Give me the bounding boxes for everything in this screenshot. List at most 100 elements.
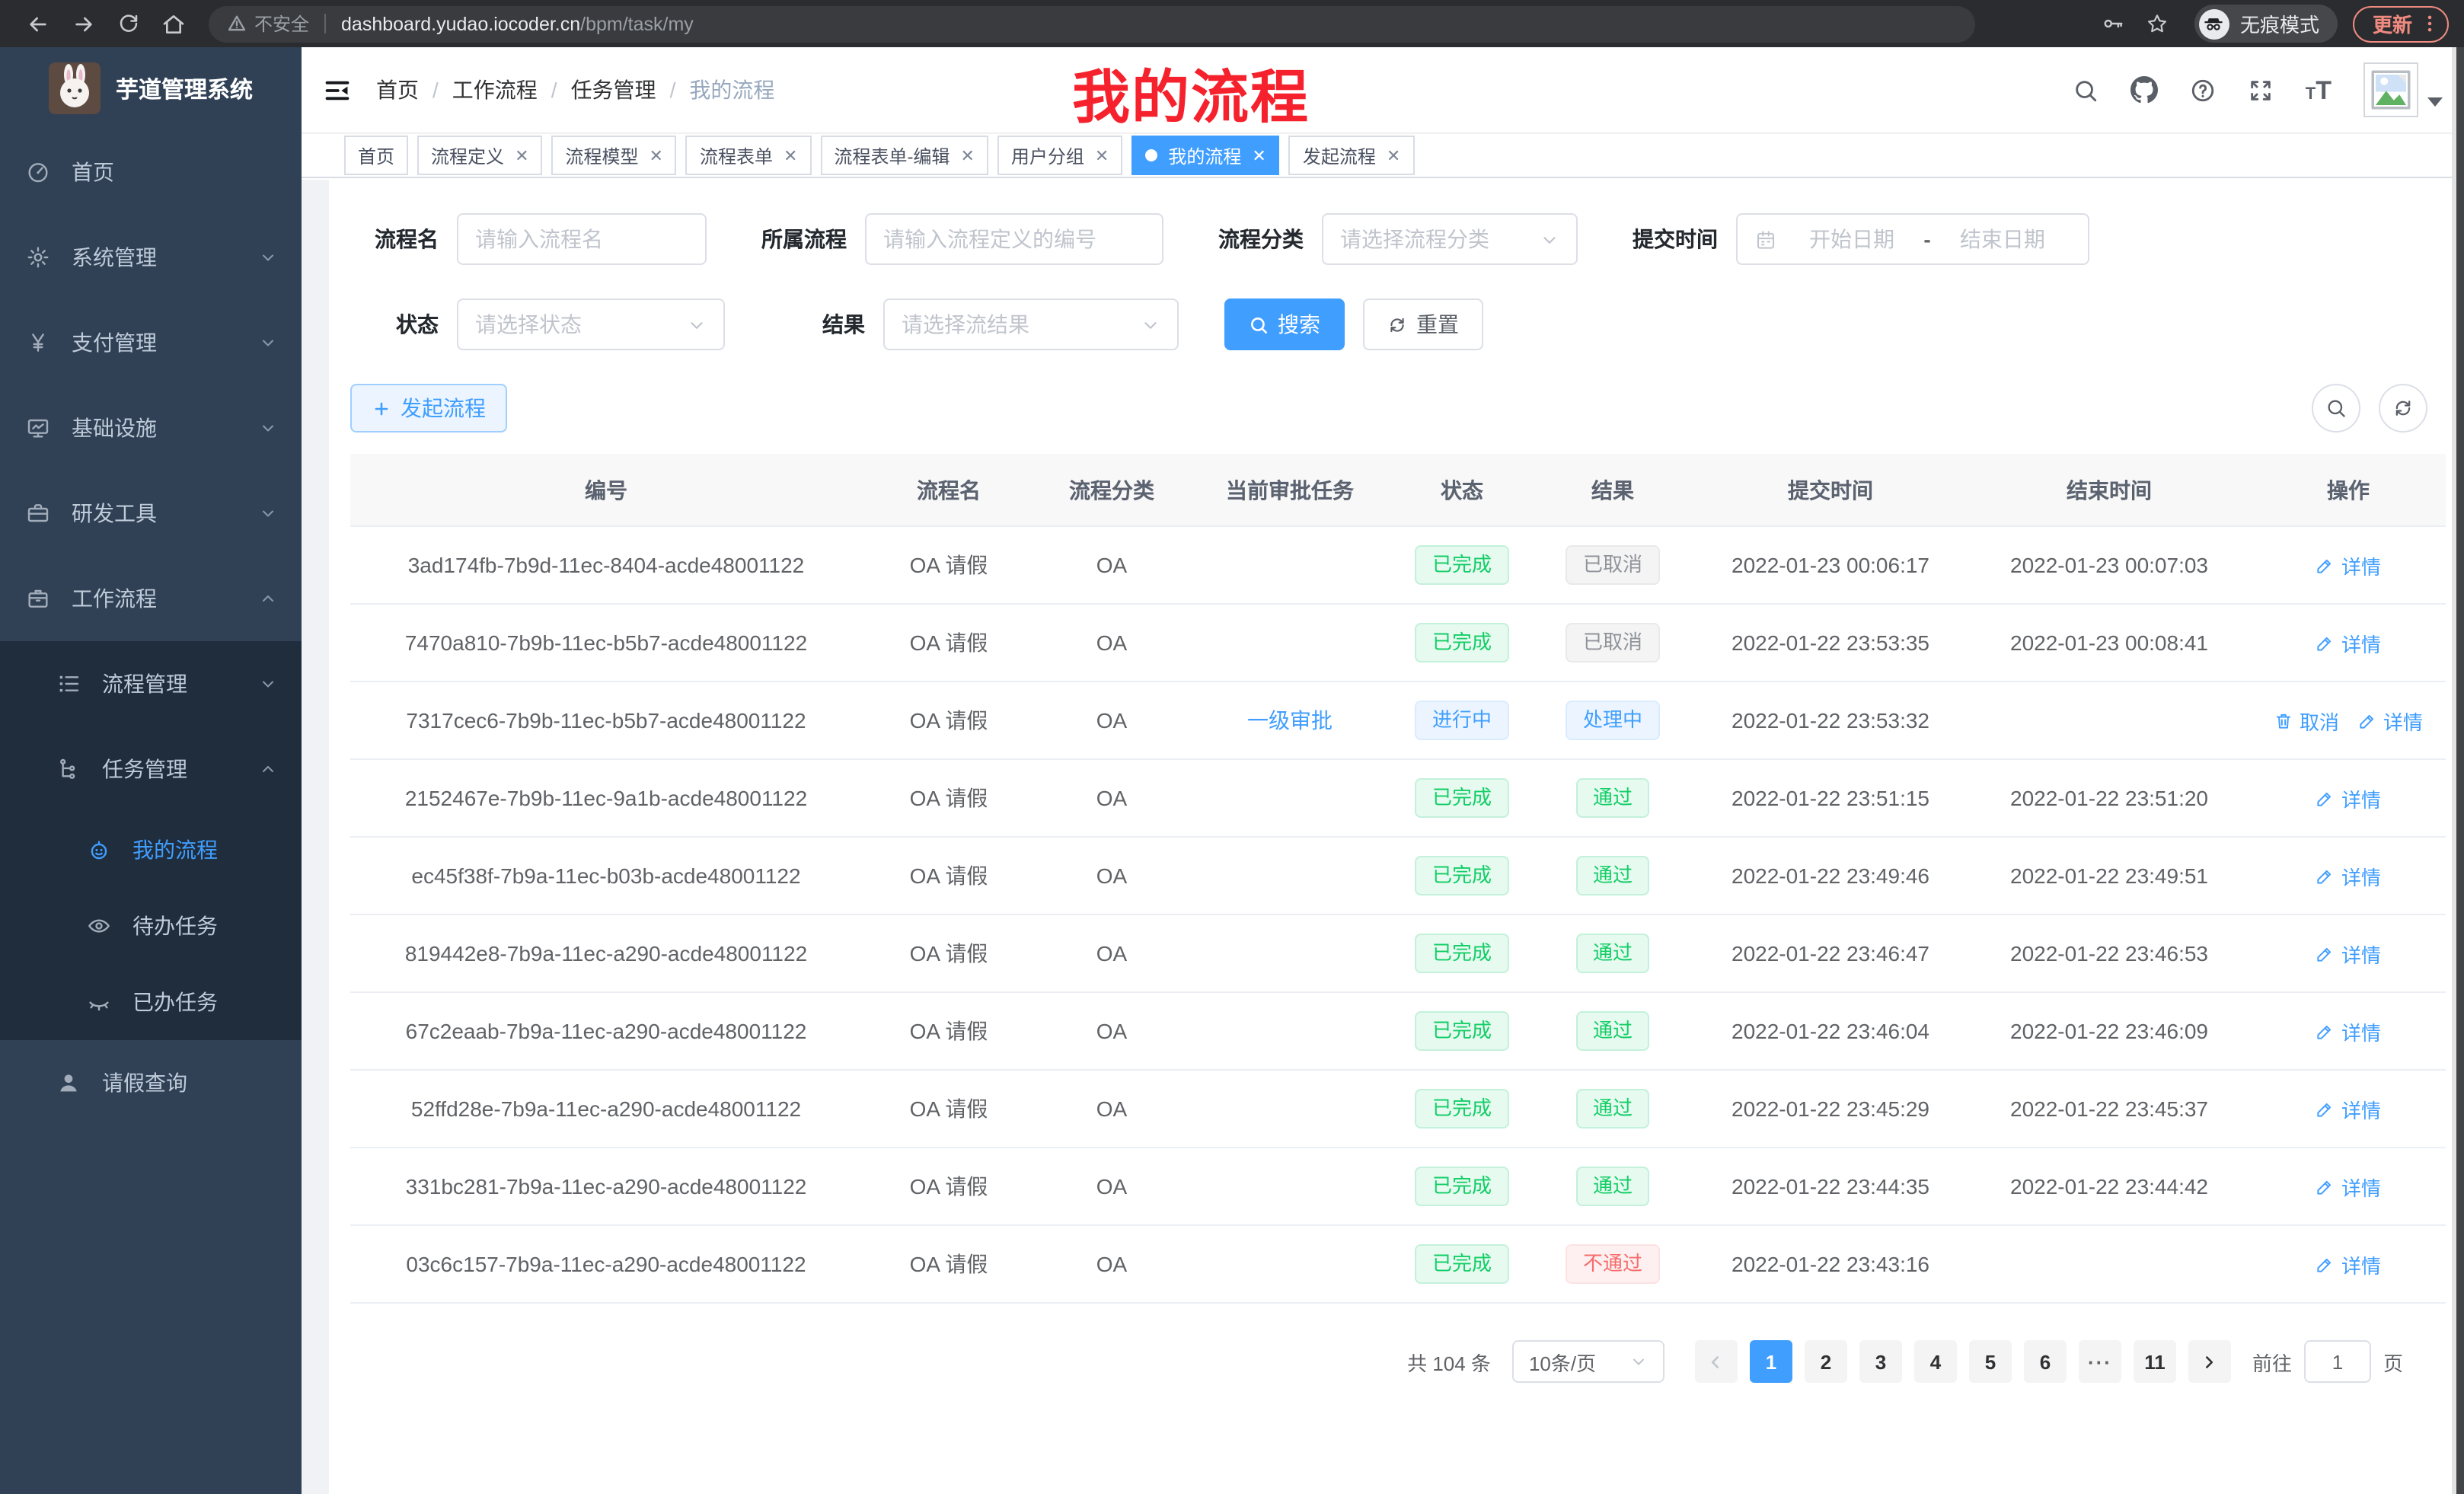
search-button[interactable]: 搜索 <box>1224 298 1345 350</box>
sidebar-item-leave-query[interactable]: 请假查询 <box>0 1040 302 1125</box>
sidebar-item-todo-task[interactable]: 待办任务 <box>0 888 302 964</box>
prev-page-button[interactable] <box>1694 1340 1738 1383</box>
bookmark-star-icon[interactable] <box>2146 12 2169 35</box>
result-tag: 不通过 <box>1566 1244 1659 1284</box>
breadcrumb-item[interactable]: 任务管理 <box>570 78 656 102</box>
filter-label-result: 结果 <box>822 312 865 337</box>
breadcrumb-item[interactable]: 首页 <box>376 78 419 102</box>
help-icon[interactable] <box>2190 77 2216 103</box>
page-size-select[interactable]: 10条/页 <box>1511 1340 1664 1383</box>
avatar[interactable] <box>2363 62 2418 117</box>
tab-home[interactable]: 首页 <box>344 136 409 175</box>
reload-icon[interactable] <box>117 12 140 35</box>
cell-actions: 详情 <box>2251 1225 2446 1304</box>
browser-update-button[interactable]: 更新 <box>2352 5 2449 42</box>
tab-process-form[interactable]: 流程表单 ✕ <box>685 136 812 175</box>
back-icon[interactable] <box>26 11 50 36</box>
breadcrumb-item[interactable]: 工作流程 <box>452 78 538 102</box>
page-button-6[interactable]: 6 <box>2023 1340 2067 1383</box>
process-name-input[interactable]: 请输入流程名 <box>457 213 707 265</box>
cell-actions: 取消 详情 <box>2251 682 2446 760</box>
close-icon[interactable]: ✕ <box>1094 147 1109 165</box>
sidebar-item-dev-tools[interactable]: 研发工具 <box>0 471 302 556</box>
close-icon[interactable]: ✕ <box>515 147 529 165</box>
result-select[interactable]: 请选择流结果 <box>883 298 1179 350</box>
total-count: 共 104 条 <box>1407 1352 1491 1374</box>
tab-process-form-edit[interactable]: 流程表单-编辑 ✕ <box>820 136 988 175</box>
close-icon[interactable]: ✕ <box>1386 147 1401 165</box>
page-button-1[interactable]: 1 <box>1749 1340 1792 1383</box>
sidebar-item-home[interactable]: 首页 <box>0 129 302 215</box>
cell-category: OA <box>1036 837 1188 915</box>
chevron-up-icon <box>259 589 277 608</box>
address-bar[interactable]: 不安全 dashboard.yudao.iocoder.cn/bpm/task/… <box>209 5 1975 42</box>
sidebar-item-task-mgmt[interactable]: 任务管理 <box>0 726 302 812</box>
cell-current-task <box>1188 604 1392 682</box>
sidebar-item-workflow[interactable]: 工作流程 <box>0 556 302 641</box>
search-icon[interactable] <box>2073 77 2099 103</box>
app-logo[interactable]: 芋道管理系统 <box>0 47 302 129</box>
sidebar-item-process-mgmt[interactable]: 流程管理 <box>0 641 302 726</box>
status-select[interactable]: 请选择状态 <box>457 298 725 350</box>
detail-link[interactable]: 详情 <box>2316 1017 2381 1045</box>
page-button-2[interactable]: 2 <box>1804 1340 1847 1383</box>
home-icon[interactable] <box>161 11 186 36</box>
close-icon[interactable]: ✕ <box>784 147 798 165</box>
close-icon[interactable]: ✕ <box>649 147 663 165</box>
process-definition-input[interactable]: 请输入流程定义的编号 <box>865 213 1163 265</box>
security-chip[interactable]: 不安全 <box>227 11 309 37</box>
sidebar-item-system[interactable]: 系统管理 <box>0 215 302 300</box>
page-button-5[interactable]: 5 <box>1968 1340 2012 1383</box>
user-icon <box>56 1071 81 1095</box>
tab-user-group[interactable]: 用户分组 ✕ <box>997 136 1123 175</box>
current-task-link[interactable]: 一级审批 <box>1247 708 1333 733</box>
tab-start-process[interactable]: 发起流程 ✕ <box>1288 136 1415 175</box>
sidebar-item-my-process[interactable]: 我的流程 <box>0 812 302 888</box>
user-avatar-menu[interactable] <box>2363 62 2443 117</box>
sidebar-item-payment[interactable]: 支付管理 <box>0 300 302 385</box>
next-page-button[interactable] <box>2188 1340 2231 1383</box>
show-search-button[interactable] <box>2312 384 2360 433</box>
detail-link[interactable]: 详情 <box>2316 1172 2381 1201</box>
submit-time-range-picker[interactable]: 开始日期 - 结束日期 <box>1736 213 2089 265</box>
detail-link[interactable]: 详情 <box>2316 628 2381 657</box>
tab-process-model[interactable]: 流程模型 ✕ <box>551 136 677 175</box>
window-scrollbar[interactable] <box>2456 47 2464 1494</box>
cell-process-name: OA 请假 <box>862 526 1036 605</box>
reset-button[interactable]: 重置 <box>1363 298 1483 350</box>
key-icon[interactable] <box>2102 12 2124 35</box>
detail-link[interactable]: 详情 <box>2316 1250 2381 1279</box>
detail-link[interactable]: 详情 <box>2316 784 2381 812</box>
cancel-link[interactable]: 取消 <box>2274 706 2339 735</box>
cell-status: 已完成 <box>1392 992 1532 1071</box>
collapse-sidebar-icon[interactable] <box>323 75 352 104</box>
menu-dots-icon[interactable] <box>2418 12 2441 35</box>
page-button-3[interactable]: 3 <box>1859 1340 1902 1383</box>
page-button-11[interactable]: 11 <box>2133 1340 2176 1383</box>
forward-icon[interactable] <box>72 11 96 36</box>
tab-my-process[interactable]: 我的流程 ✕ <box>1131 136 1280 175</box>
detail-link[interactable]: 详情 <box>2357 706 2423 735</box>
category-select[interactable]: 请选择流程分类 <box>1322 213 1578 265</box>
page-button-4[interactable]: 4 <box>1913 1340 1957 1383</box>
detail-link[interactable]: 详情 <box>2316 1094 2381 1123</box>
chevron-down-icon <box>259 675 277 693</box>
cell-status: 已完成 <box>1392 604 1532 682</box>
start-process-button[interactable]: 发起流程 <box>350 384 507 433</box>
result-tag: 通过 <box>1575 856 1649 895</box>
more-pages-button[interactable]: ··· <box>2078 1340 2121 1383</box>
sidebar-item-infrastructure[interactable]: 基础设施 <box>0 385 302 471</box>
tab-process-definition[interactable]: 流程定义 ✕ <box>417 136 543 175</box>
jump-page-input[interactable]: 1 <box>2303 1340 2371 1383</box>
detail-link[interactable]: 详情 <box>2316 939 2381 968</box>
sidebar-item-done-task[interactable]: 已办任务 <box>0 964 302 1040</box>
close-icon[interactable]: ✕ <box>1252 147 1266 165</box>
detail-link[interactable]: 详情 <box>2316 551 2381 579</box>
detail-link[interactable]: 详情 <box>2316 861 2381 890</box>
cell-submit-time: 2022-01-22 23:51:15 <box>1693 759 1968 838</box>
close-icon[interactable]: ✕ <box>960 147 975 165</box>
fullscreen-icon[interactable] <box>2248 77 2274 103</box>
github-icon[interactable] <box>2130 76 2158 104</box>
refresh-button[interactable] <box>2379 384 2427 433</box>
